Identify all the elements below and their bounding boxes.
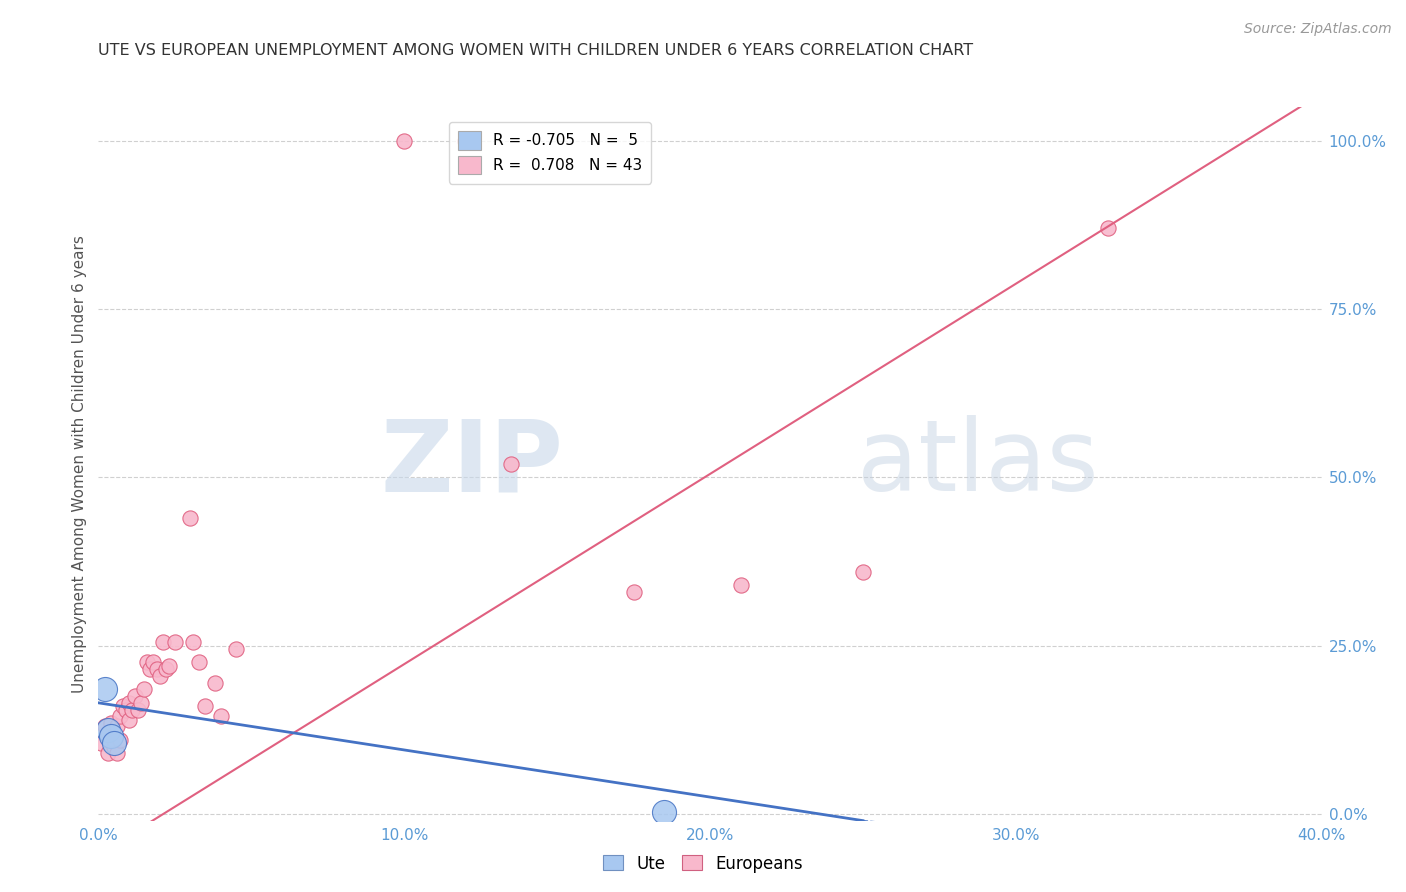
Point [142, 656, 165, 670]
Point [127, 702, 149, 716]
Point [194, 699, 217, 714]
Point [105, 747, 128, 761]
Legend: R = -0.705   N =  5, R =  0.708   N = 43: R = -0.705 N = 5, R = 0.708 N = 43 [449, 122, 651, 184]
Point [145, 662, 167, 676]
Point [129, 696, 152, 710]
Point [188, 656, 211, 670]
Point [118, 696, 141, 710]
Point [103, 732, 125, 747]
Point [93, 719, 115, 733]
Point [105, 719, 128, 733]
Point [157, 658, 180, 673]
Point [852, 565, 875, 579]
Point [181, 635, 204, 649]
Text: ZIP: ZIP [381, 416, 564, 512]
Point [93, 682, 115, 697]
Point [108, 709, 131, 723]
Y-axis label: Unemployment Among Women with Children Under 6 years: Unemployment Among Women with Children U… [72, 235, 87, 693]
Point [115, 702, 138, 716]
Point [652, 805, 675, 819]
Text: atlas: atlas [856, 416, 1098, 512]
Point [139, 662, 162, 676]
Point [134, 682, 156, 697]
Point [97, 726, 120, 740]
Point [100, 716, 122, 731]
Point [163, 635, 186, 649]
Legend: Ute, Europeans: Ute, Europeans [596, 848, 810, 880]
Point [124, 689, 146, 703]
Point [225, 642, 247, 657]
Point [108, 732, 131, 747]
Point [149, 669, 172, 683]
Point [152, 635, 174, 649]
Point [730, 578, 752, 592]
Point [204, 675, 226, 690]
Point [454, 134, 477, 148]
Point [121, 702, 143, 716]
Point [155, 662, 177, 676]
Point [392, 134, 416, 148]
Point [501, 457, 523, 471]
Point [111, 699, 134, 714]
Point [97, 723, 120, 737]
Point [623, 584, 645, 599]
Point [136, 656, 159, 670]
Point [103, 736, 125, 750]
Point [1097, 221, 1119, 235]
Point [118, 713, 141, 727]
Point [209, 709, 232, 723]
Point [103, 739, 125, 754]
Point [97, 747, 120, 761]
Point [100, 730, 122, 744]
Point [179, 510, 201, 524]
Point [90, 736, 112, 750]
Text: Source: ZipAtlas.com: Source: ZipAtlas.com [1244, 22, 1392, 37]
Text: UTE VS EUROPEAN UNEMPLOYMENT AMONG WOMEN WITH CHILDREN UNDER 6 YEARS CORRELATION: UTE VS EUROPEAN UNEMPLOYMENT AMONG WOMEN… [98, 43, 973, 58]
